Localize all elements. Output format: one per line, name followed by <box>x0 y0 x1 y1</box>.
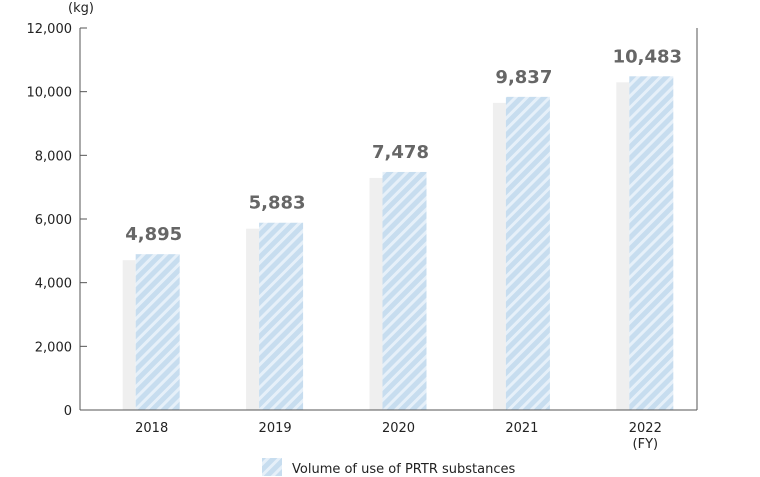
x-tick-label-2022: 2022 <box>629 421 662 436</box>
y-tick-label: 12,000 <box>27 22 73 37</box>
legend-label: Volume of use of PRTR substances <box>292 462 515 477</box>
y-axis-ticks: 0 2,000 4,000 6,000 8,000 10,000 12,000 <box>27 22 87 419</box>
bar-shadow <box>246 228 260 410</box>
data-label-2021: 9,837 <box>495 67 552 88</box>
bar-shadow <box>369 177 383 410</box>
y-tick-label: 0 <box>64 404 72 419</box>
data-label-2019: 5,883 <box>249 193 306 214</box>
x-tick-label-2018: 2018 <box>135 421 168 436</box>
x-tick-label-2020: 2020 <box>382 421 415 436</box>
bar-2019 <box>259 222 304 410</box>
bar-shadow <box>492 102 506 410</box>
y-tick-label: 10,000 <box>27 86 73 101</box>
y-tick-label: 2,000 <box>35 340 72 355</box>
legend: Volume of use of PRTR substances <box>262 458 515 477</box>
x-axis-fy-label: (FY) <box>633 437 659 452</box>
bar-2020 <box>382 171 427 410</box>
bar-shadow <box>122 260 136 410</box>
y-axis-unit-label: (kg) <box>68 1 94 16</box>
y-tick-label: 8,000 <box>35 149 72 164</box>
data-labels: 4,895 5,883 7,478 9,837 10,483 <box>123 44 684 247</box>
x-axis-ticks: 2018 2019 2020 2021 2022(FY) <box>135 421 662 452</box>
legend-swatch <box>262 458 282 476</box>
x-tick-label-2021: 2021 <box>505 421 538 436</box>
data-label-2018: 4,895 <box>125 224 182 245</box>
data-label-2022: 10,483 <box>613 46 682 67</box>
data-label-2020: 7,478 <box>372 142 429 163</box>
y-tick-label: 4,000 <box>35 277 72 292</box>
bar-2018 <box>135 254 180 410</box>
bar-shadow <box>616 82 630 410</box>
bars <box>122 76 674 410</box>
x-tick-label-2019: 2019 <box>259 421 292 436</box>
bar-2022 <box>629 76 674 410</box>
y-tick-label: 6,000 <box>35 213 72 228</box>
bar-2021 <box>505 96 550 410</box>
